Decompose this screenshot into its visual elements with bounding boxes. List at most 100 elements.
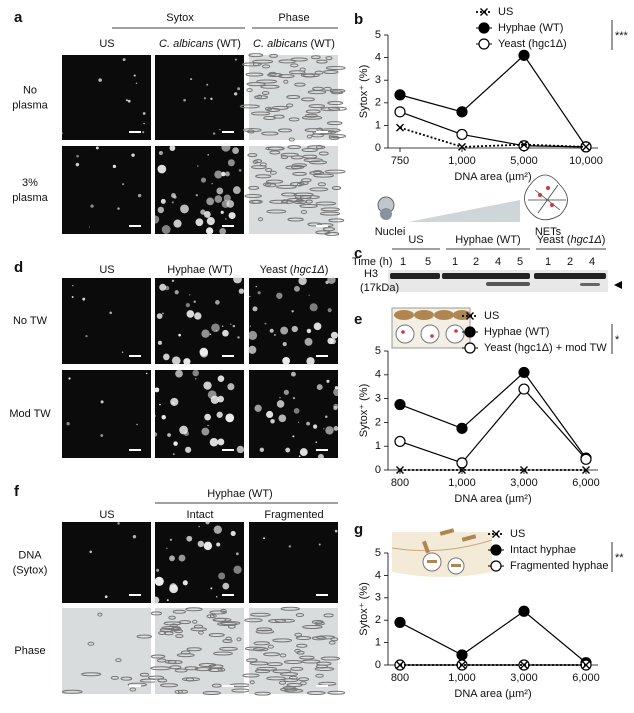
stain	[71, 296, 74, 299]
cell	[300, 97, 315, 102]
data-point	[520, 466, 528, 474]
size-label: (17kDa)	[360, 282, 399, 294]
stain	[327, 337, 334, 345]
cell	[185, 607, 203, 612]
stain	[151, 215, 160, 224]
stain	[333, 426, 339, 431]
legend-label: US	[510, 528, 525, 540]
panel-letter: d	[14, 259, 23, 276]
stain	[200, 209, 206, 215]
legend-marker	[480, 8, 488, 16]
cell	[323, 69, 339, 74]
stain	[217, 395, 224, 403]
cell	[280, 606, 300, 611]
stain	[291, 325, 298, 333]
cell	[301, 115, 323, 120]
y-tick-label: 4	[375, 52, 381, 64]
legend-label: Yeast (hgc1Δ)	[498, 38, 567, 50]
stain	[207, 424, 209, 427]
stain	[206, 197, 215, 206]
cell	[266, 107, 281, 112]
y-tick-label: 1	[375, 637, 381, 649]
x-tick-label: 750	[391, 155, 409, 167]
stain	[276, 292, 283, 299]
cell	[248, 53, 264, 58]
cell	[227, 624, 236, 629]
cell	[307, 90, 327, 95]
cell	[278, 59, 296, 64]
stain	[88, 226, 90, 228]
stain	[156, 313, 163, 319]
row-label: plasma	[12, 99, 48, 111]
stain	[135, 82, 138, 85]
cell	[236, 637, 242, 642]
stain	[154, 387, 160, 393]
stain	[214, 170, 223, 179]
column-label: US	[99, 509, 114, 521]
cell	[290, 57, 308, 62]
stain	[238, 168, 242, 172]
stain	[304, 337, 313, 346]
data-point	[518, 383, 530, 395]
cell	[304, 113, 318, 118]
stain	[125, 99, 128, 102]
cell	[286, 103, 294, 108]
cell	[156, 658, 167, 663]
cell	[254, 95, 269, 100]
label-part: US	[408, 234, 423, 246]
stain	[216, 187, 224, 195]
data-point	[396, 123, 404, 132]
stain	[222, 329, 229, 337]
cell	[220, 608, 227, 613]
column-label: C. albicans (WT)	[159, 38, 241, 50]
y-tick-label: 0	[375, 464, 381, 476]
legend-label: Hyphae (WT)	[484, 326, 549, 338]
stain	[169, 555, 175, 562]
cell	[287, 217, 304, 222]
stain	[210, 97, 213, 101]
cell	[261, 64, 271, 69]
cell	[329, 88, 346, 93]
cell	[288, 137, 295, 142]
cell	[246, 658, 258, 663]
cell	[307, 145, 326, 150]
legend-label: US	[484, 310, 499, 322]
stain	[166, 547, 168, 549]
significance: **	[615, 552, 624, 564]
stain	[215, 596, 218, 598]
label-part: Yeast (	[260, 264, 294, 276]
legend-label: Intact hyphae	[510, 544, 576, 556]
cell	[161, 626, 181, 631]
cell	[256, 627, 273, 632]
stain	[227, 383, 235, 391]
stain	[291, 310, 294, 313]
stain	[182, 580, 188, 586]
data-point	[458, 661, 466, 669]
label-part: US	[99, 38, 114, 50]
stain	[68, 377, 71, 380]
stain	[263, 537, 265, 540]
cell	[250, 612, 271, 617]
y-tick-label: 2	[375, 614, 381, 626]
cell	[245, 72, 264, 77]
data-point	[396, 661, 404, 669]
stain	[213, 525, 222, 534]
phase-image	[249, 55, 338, 140]
y-tick-label: 2	[375, 416, 381, 428]
stain	[170, 397, 179, 407]
stain	[196, 165, 199, 167]
cell	[324, 231, 340, 236]
cell	[267, 73, 283, 78]
cell	[174, 629, 183, 634]
stain	[205, 227, 214, 235]
cell	[299, 67, 306, 72]
cell	[272, 638, 293, 643]
cell	[261, 90, 270, 95]
stain	[203, 541, 213, 551]
stain	[131, 153, 135, 157]
stain	[264, 322, 267, 325]
diagram-label: Nuclei	[375, 226, 406, 238]
cell	[290, 155, 304, 160]
label-part: C. albicans	[253, 38, 308, 50]
legend-label: US	[498, 6, 513, 18]
